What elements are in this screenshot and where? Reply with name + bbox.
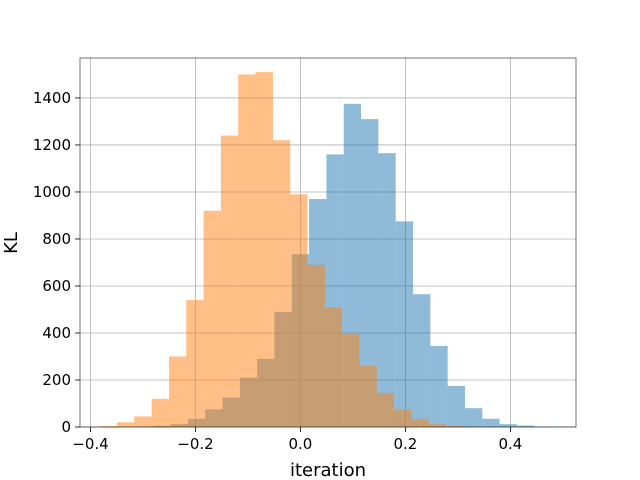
y-tick-label: 200 [42,371,71,389]
series-2-bars [99,72,481,427]
x-tick-label: −0.2 [177,435,213,453]
histogram-bar [359,365,377,427]
histogram-bar [376,392,395,427]
histogram-bar [428,424,447,427]
y-tick-label: 1000 [33,183,71,201]
histogram-bar [117,422,135,427]
histogram-bar [447,385,465,427]
histogram-bar [499,424,517,427]
histogram-bar [411,418,429,427]
histogram-bar [272,140,291,427]
y-tick-label: 400 [42,324,71,342]
histogram-bar [413,294,431,427]
histogram-bar [378,153,396,427]
histogram-bar [290,194,308,427]
histogram-bar [482,418,500,427]
x-tick-label: −0.4 [72,435,108,453]
histogram-bar [168,356,187,427]
y-tick-label: 1400 [33,89,71,107]
plot-frame [79,57,577,428]
y-tick-label: 600 [42,277,71,295]
histogram-bar [220,135,239,427]
histogram-bar [203,210,221,427]
x-tick-label: 0.2 [393,435,417,453]
histogram-bar [516,425,535,427]
histogram-bar [324,307,343,427]
histogram-bar [430,345,448,427]
x-tick-label: 0.0 [289,435,313,453]
histogram-bar [238,74,256,427]
axis-ticks: −0.4 −0.2 0.0 0.2 0.4 0 200 400 600 800 1000 1200 14… [33,89,523,453]
histogram-bars [99,72,569,428]
histogram-bar [134,416,152,427]
y-tick-label: 800 [42,230,71,248]
histogram-bar [186,300,204,427]
histogram-bar [395,221,414,427]
histogram-bar [307,264,325,427]
x-tick-label: 0.4 [498,435,522,453]
histogram-bar [151,398,169,427]
x-axis-label: iteration [290,460,366,480]
histogram-bar [361,119,379,428]
histogram-bar [342,334,360,427]
histogram-bar [394,409,412,427]
histogram-bar [464,408,483,427]
y-tick-label: 0 [61,418,71,436]
y-tick-label: 1200 [33,136,71,154]
y-axis-label: KL [1,232,22,254]
histogram-bar [255,72,273,427]
